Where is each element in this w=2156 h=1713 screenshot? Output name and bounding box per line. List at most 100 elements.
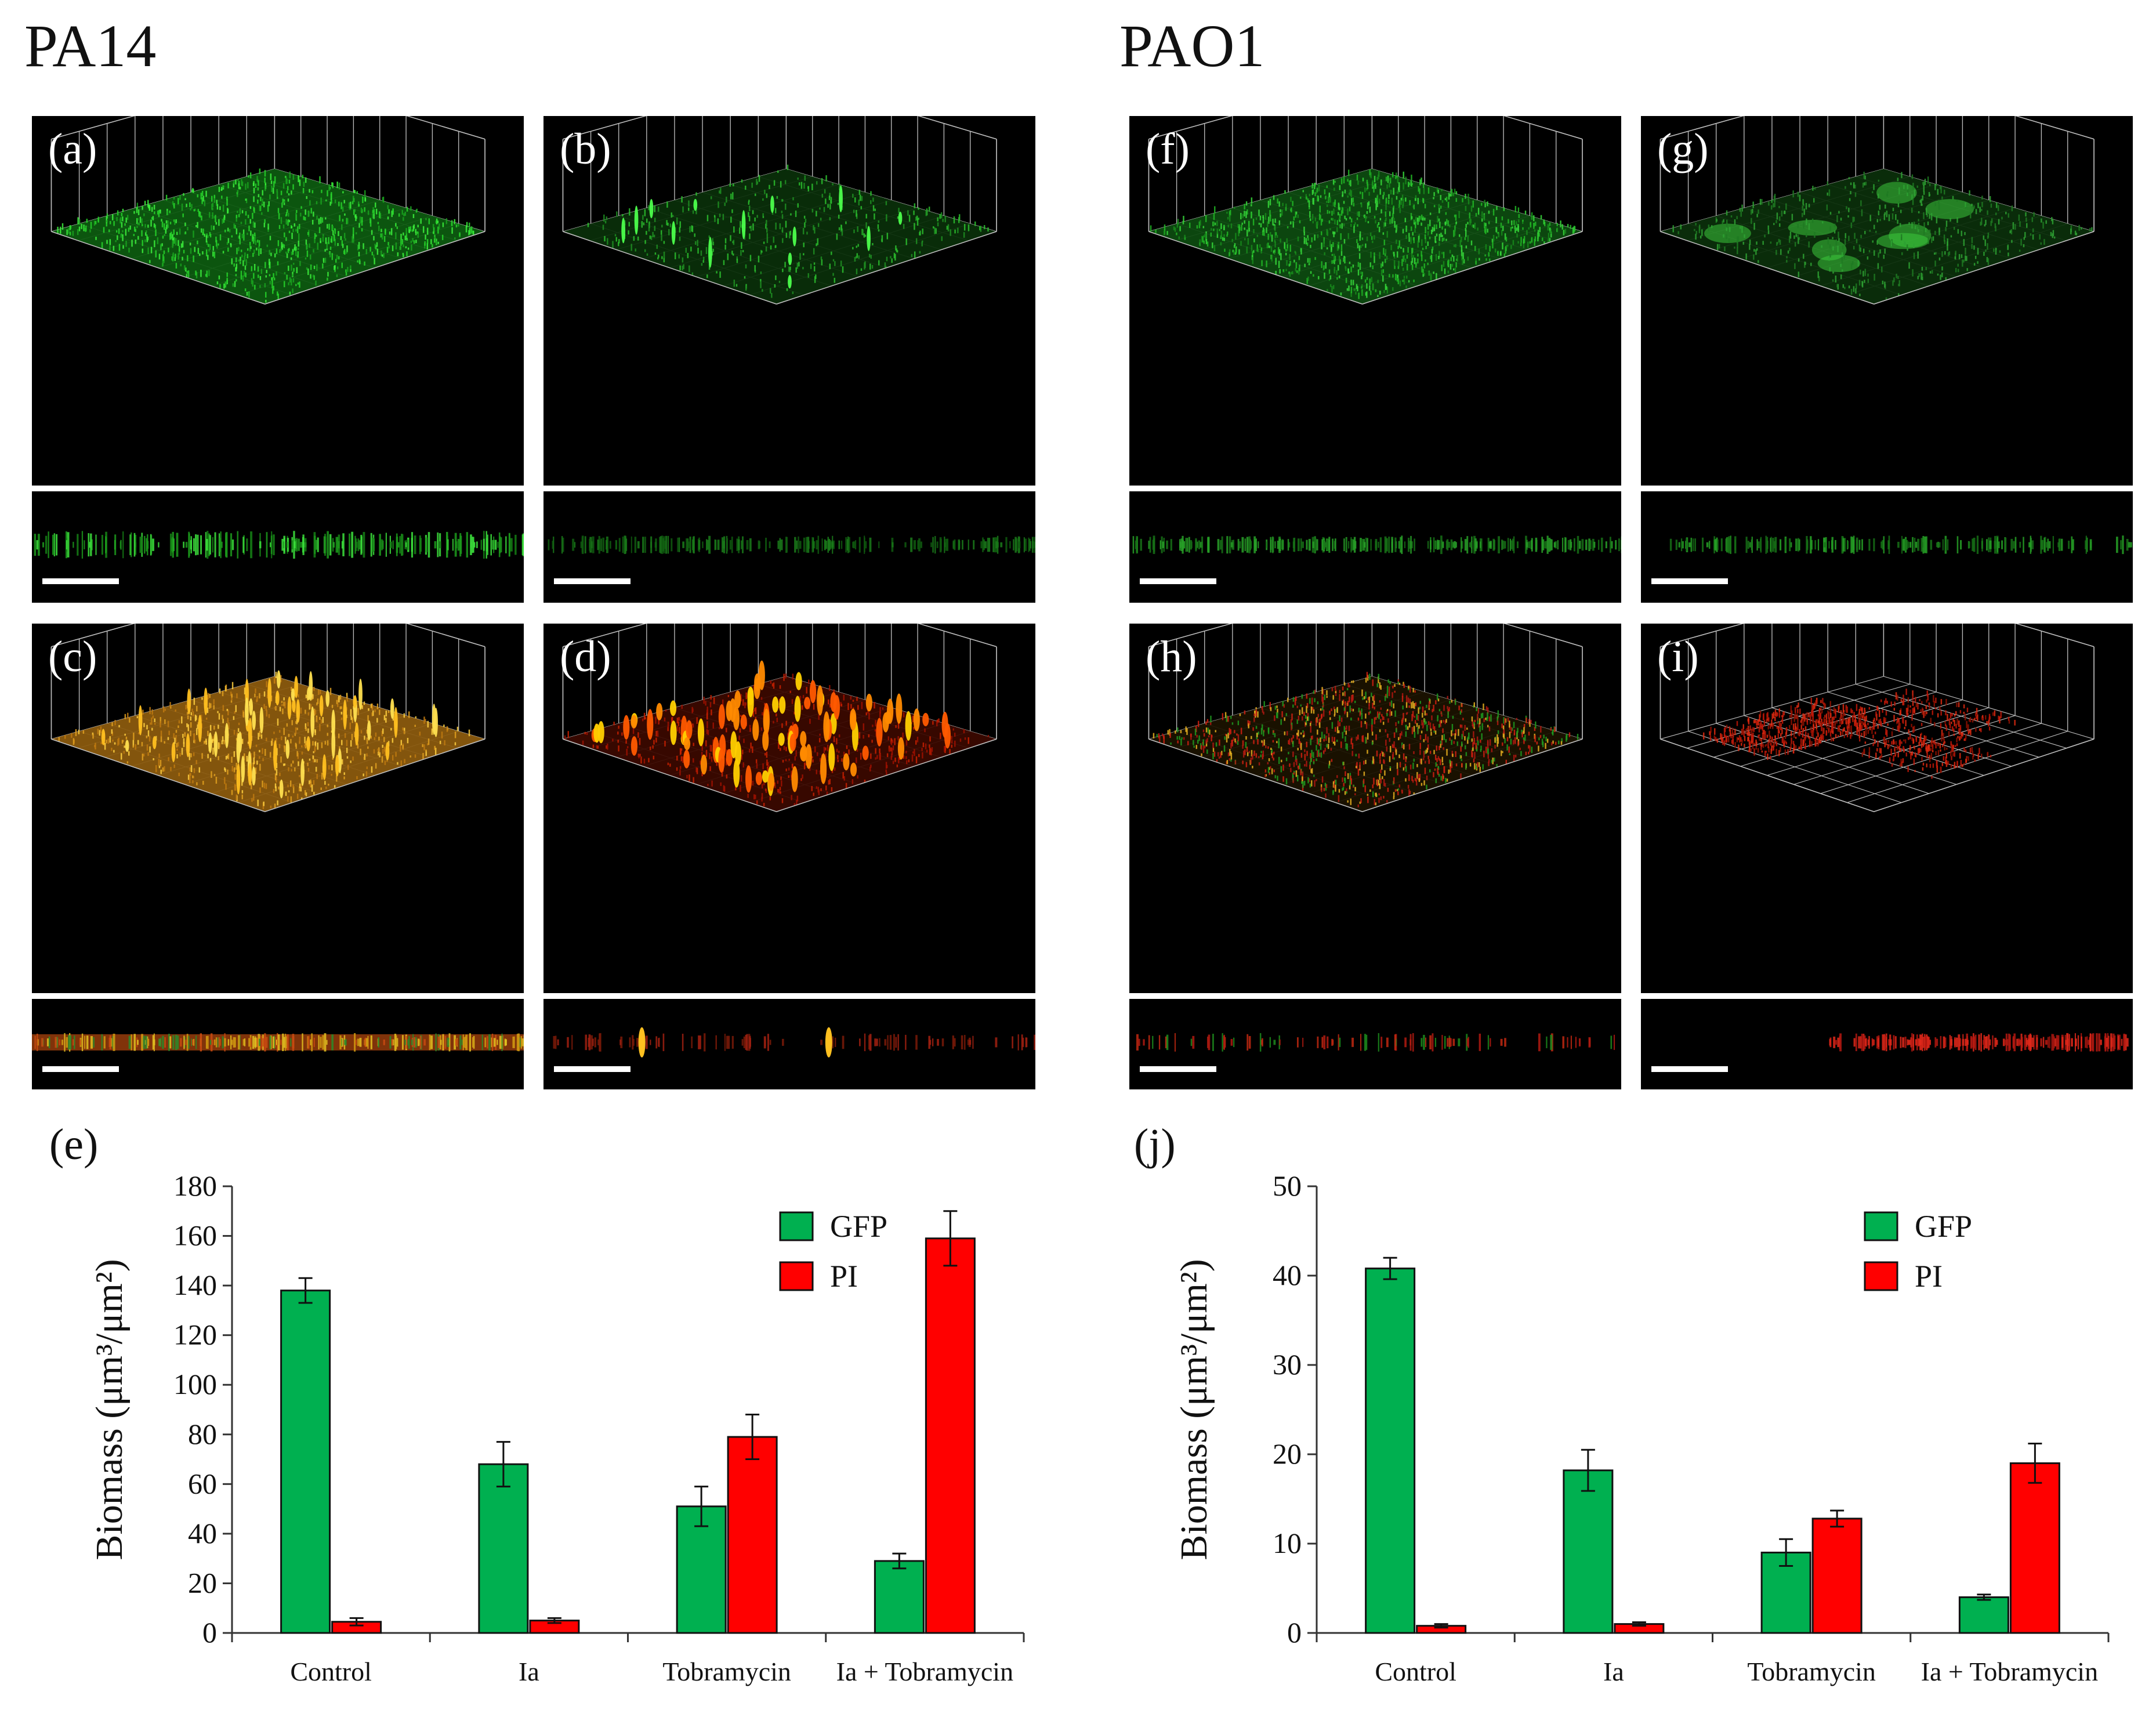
side-view-c [32,999,524,1089]
panel-h-image [1148,624,1583,812]
legend-label-pi: PI [830,1259,858,1294]
chart-j-label: (j) [1134,1120,1176,1169]
y-tick-label: 20 [188,1566,217,1599]
bar-gfp [1958,1596,2009,1634]
panel-h: (h) [1129,624,1621,993]
bar-pi [1811,1518,1863,1634]
scale-bar [554,578,631,584]
y-tick-label: 160 [173,1219,217,1252]
x-tick-label: Ia [1603,1657,1624,1686]
y-tick-label: 50 [1273,1169,1302,1202]
chart-j: 0 10 20 30 40 50 Control Ia Tobramycin Ia + Tobra… [1173,1169,2110,1686]
bar-gfp [1760,1551,1811,1634]
bar-gfp [676,1505,727,1634]
panel-a-label: (a) [48,125,97,173]
bar-pi [925,1237,976,1634]
side-view-g-image [1669,535,2132,555]
y-axis-label: Biomass (μm³/μm²) [1173,1259,1215,1560]
y-tick-label: 100 [173,1368,217,1400]
side-view-f [1129,491,1621,603]
panel-b: (b) [543,116,1035,486]
bar-pi [2009,1462,2060,1634]
side-view-c-image [32,1033,524,1052]
panel-g-label: (g) [1657,125,1709,173]
x-tick-label: Tobramycin [1747,1657,1876,1686]
panel-h-label: (h) [1146,632,1197,681]
y-tick-label: 10 [1273,1527,1302,1559]
scale-bar [554,1066,631,1072]
chart-e: 0 20 40 60 80 100 120 140 160 180 Control Ia Tobramy… [88,1169,1025,1686]
side-view-b-image [548,535,1035,555]
y-tick-label: 20 [1273,1437,1302,1470]
panel-i-label: (i) [1657,632,1699,681]
side-view-b [543,491,1035,603]
panel-d-image [562,624,997,812]
legend-swatch-pi [779,1261,814,1291]
scale-bar [42,578,119,584]
scale-bar [1651,578,1728,584]
bar-gfp [1563,1469,1614,1634]
panel-d-label: (d) [560,632,611,681]
scale-bar [1140,578,1216,584]
bar-pi [727,1436,778,1634]
bar-gfp [1365,1267,1416,1634]
bar-gfp [280,1290,331,1634]
y-tick-label: 0 [1287,1616,1302,1649]
panel-b-image [562,116,997,305]
x-tick-label: Tobramycin [662,1657,791,1686]
panel-b-label: (b) [560,125,611,173]
legend-label-pi: PI [1915,1259,1943,1294]
side-view-h-image [1136,1033,1615,1052]
panel-d: (d) [543,624,1035,993]
panel-c-label: (c) [48,632,97,681]
bar-gfp [478,1463,529,1634]
panel-a: (a) [32,116,524,486]
y-tick-label: 60 [188,1467,217,1500]
x-tick-label: Control [290,1657,372,1686]
bar-gfp [874,1560,925,1634]
side-view-i-image [1829,1033,2129,1052]
chart-e-label: (e) [49,1120,99,1169]
panel-f: (f) [1129,116,1621,486]
side-view-d [543,999,1035,1089]
panel-f-label: (f) [1146,125,1190,173]
legend-label-gfp: GFP [830,1209,887,1244]
y-tick-label: 0 [202,1616,217,1649]
side-view-h [1129,999,1621,1089]
x-tick-label: Control [1375,1657,1456,1686]
y-tick-label: 40 [188,1517,217,1549]
side-view-g [1641,491,2133,603]
x-tick-label: Ia + Tobramycin [1921,1657,2098,1686]
y-tick-label: 40 [1273,1259,1302,1291]
side-view-a-image [34,531,524,559]
panel-i-image [1659,624,2095,812]
strain-title-pao1: PAO1 [1119,13,1265,79]
side-view-a [32,491,524,603]
panel-g: (g) [1641,116,2133,486]
y-tick-label: 180 [173,1169,217,1202]
panel-i: (i) [1641,624,2133,993]
panel-g-image [1659,116,2095,305]
x-tick-label: Ia + Tobramycin [836,1657,1013,1686]
scale-bar [42,1066,119,1072]
legend-swatch-pi [1864,1261,1898,1291]
legend-swatch-gfp [1864,1211,1898,1241]
panel-a-image [50,116,485,305]
y-tick-label: 80 [188,1418,217,1450]
x-tick-label: Ia [519,1657,539,1686]
panel-c: (c) [32,624,524,993]
legend-swatch-gfp [779,1211,814,1241]
legend-label-gfp: GFP [1915,1209,1972,1244]
scale-bar [1140,1066,1216,1072]
y-axis-label: Biomass (μm³/μm²) [88,1259,131,1560]
side-view-d-image [553,1027,1035,1058]
y-tick-label: 120 [173,1319,217,1351]
y-tick-label: 30 [1273,1348,1302,1381]
panel-c-image [50,624,485,812]
side-view-f-image [1132,535,1621,555]
y-tick-label: 140 [173,1269,217,1301]
strain-title-pa14: PA14 [24,13,157,79]
side-view-i [1641,999,2133,1089]
scale-bar [1651,1066,1728,1072]
panel-f-image [1148,116,1583,305]
